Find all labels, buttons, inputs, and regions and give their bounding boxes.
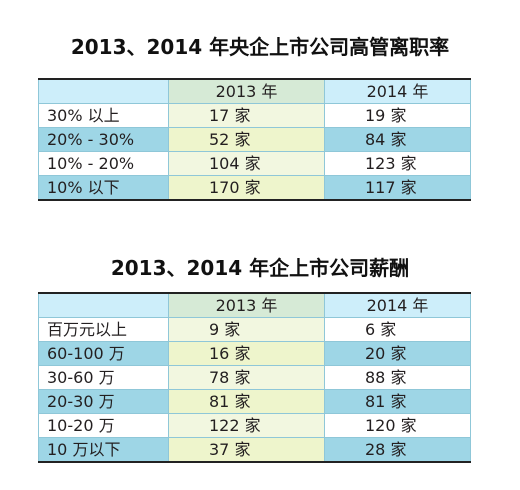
row-value: 81 家 <box>168 389 325 414</box>
row-value: 123 家 <box>324 151 471 176</box>
row-value: 122 家 <box>168 413 325 438</box>
row-label: 20-30 万 <box>38 389 169 414</box>
row-value: 84 家 <box>324 127 471 152</box>
row-label: 10% - 20% <box>38 151 169 176</box>
header-row: 2013 年 2014 年 <box>38 292 471 318</box>
row-value: 17 家 <box>168 103 325 128</box>
header-cell-year: 2014 年 <box>324 78 471 104</box>
table-row: 10 万以下 37 家 28 家 <box>38 437 471 463</box>
row-value: 52 家 <box>168 127 325 152</box>
row-value: 120 家 <box>324 413 471 438</box>
table-row: 30-60 万 78 家 88 家 <box>38 365 471 390</box>
table-row: 20-30 万 81 家 81 家 <box>38 389 471 414</box>
row-value: 88 家 <box>324 365 471 390</box>
row-value: 28 家 <box>324 437 471 463</box>
table-row: 10% 以下 170 家 117 家 <box>38 175 471 201</box>
row-label: 30-60 万 <box>38 365 169 390</box>
row-value: 104 家 <box>168 151 325 176</box>
header-cell-year: 2013 年 <box>168 78 325 104</box>
row-label: 60-100 万 <box>38 341 169 366</box>
table-row: 10% - 20% 104 家 123 家 <box>38 151 471 176</box>
row-label: 百万元以上 <box>38 317 169 342</box>
row-value: 78 家 <box>168 365 325 390</box>
row-value: 170 家 <box>168 175 325 201</box>
row-value: 16 家 <box>168 341 325 366</box>
row-label: 30% 以上 <box>38 103 169 128</box>
header-cell-year: 2014 年 <box>324 292 471 318</box>
row-label: 20% - 30% <box>38 127 169 152</box>
row-label: 10% 以下 <box>38 175 169 201</box>
table-row: 30% 以上 17 家 19 家 <box>38 103 471 128</box>
row-label: 10-20 万 <box>38 413 169 438</box>
table2-title: 2013、2014 年企上市公司薪酬 <box>110 256 410 280</box>
table-row: 60-100 万 16 家 20 家 <box>38 341 471 366</box>
header-cell-blank <box>38 292 169 318</box>
row-value: 19 家 <box>324 103 471 128</box>
row-value: 81 家 <box>324 389 471 414</box>
table-row: 10-20 万 122 家 120 家 <box>38 413 471 438</box>
table1-title: 2013、2014 年央企上市公司高管离职率 <box>70 35 450 59</box>
table-row: 20% - 30% 52 家 84 家 <box>38 127 471 152</box>
row-value: 117 家 <box>324 175 471 201</box>
row-value: 6 家 <box>324 317 471 342</box>
row-value: 9 家 <box>168 317 325 342</box>
row-value: 20 家 <box>324 341 471 366</box>
row-value: 37 家 <box>168 437 325 463</box>
row-label: 10 万以下 <box>38 437 169 463</box>
header-cell-blank <box>38 78 169 104</box>
header-row: 2013 年 2014 年 <box>38 78 471 104</box>
header-cell-year: 2013 年 <box>168 292 325 318</box>
